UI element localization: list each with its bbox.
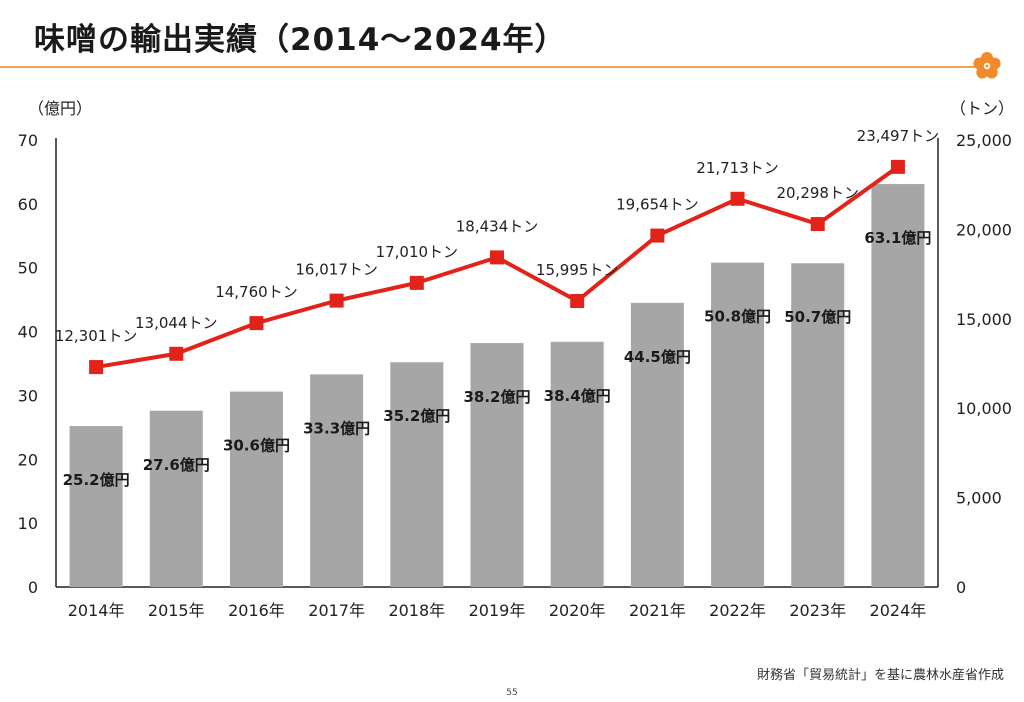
left-tick-label: 60 (18, 195, 38, 214)
line-value-label: 21,713トン (696, 159, 779, 177)
x-tick-label: 2015年 (148, 601, 205, 620)
line-value-label: 16,017トン (295, 261, 378, 279)
line-marker (810, 217, 825, 232)
line-marker (409, 275, 424, 290)
line-marker (890, 159, 905, 174)
left-tick-label: 50 (18, 259, 38, 278)
bar (69, 426, 123, 587)
line-marker (169, 346, 184, 361)
line-value-label: 18,434トン (456, 217, 539, 235)
bar (229, 391, 283, 587)
x-tick-label: 2021年 (629, 601, 686, 620)
bar-value-label: 30.6億円 (223, 437, 290, 455)
title-rule (0, 66, 985, 68)
left-tick-label: 20 (18, 450, 38, 469)
bar-value-label: 44.5億円 (624, 348, 691, 366)
bar (390, 362, 444, 587)
line-marker (730, 191, 745, 206)
line-marker (490, 250, 504, 265)
line-value-label: 17,010トン (376, 243, 459, 261)
left-tick-label: 10 (18, 514, 38, 533)
line-value-label: 14,760トン (215, 283, 298, 301)
line-value-label: 19,654トン (616, 196, 699, 214)
bar-value-label: 38.4億円 (544, 387, 611, 405)
slide-title: 味噌の輸出実績（2014～2024年） (34, 22, 567, 58)
line-marker (249, 316, 264, 331)
bar-value-label: 35.2億円 (383, 407, 450, 425)
source-note: 財務省「貿易統計」を基に農林水産省作成 (756, 668, 1004, 683)
bar (711, 262, 765, 587)
bar-value-label: 63.1億円 (864, 229, 931, 247)
bar (310, 374, 364, 587)
x-tick-label: 2018年 (388, 601, 445, 620)
x-tick-label: 2014年 (68, 601, 125, 620)
line-value-label: 12,301トン (55, 327, 138, 345)
left-tick-label: 40 (18, 323, 38, 342)
right-tick-label: 0 (956, 578, 966, 597)
line-marker (329, 293, 344, 308)
right-tick-label: 15,000 (956, 310, 1012, 329)
x-tick-label: 2016年 (228, 601, 285, 620)
right-tick-label: 5,000 (956, 489, 1002, 508)
line-marker (650, 228, 665, 243)
bar (149, 410, 203, 587)
right-axis-unit: （トン） (950, 99, 1014, 118)
line-value-label: 15,995トン (536, 261, 619, 279)
right-tick-label: 25,000 (956, 131, 1012, 150)
bar-value-label: 33.3億円 (303, 419, 370, 437)
x-tick-label: 2022年 (709, 601, 766, 620)
line-value-label: 20,298トン (776, 184, 859, 202)
x-tick-label: 2020年 (549, 601, 606, 620)
bar-value-label: 25.2億円 (63, 471, 130, 489)
bar-value-label: 27.6億円 (143, 456, 210, 474)
x-tick-label: 2024年 (870, 601, 927, 620)
right-tick-label: 10,000 (956, 399, 1012, 418)
bar (630, 302, 684, 587)
left-tick-label: 30 (18, 386, 38, 405)
bar (871, 184, 925, 587)
right-tick-label: 20,000 (956, 220, 1012, 239)
line-value-label: 23,497トン (857, 127, 940, 145)
line-marker (570, 294, 585, 309)
bar (791, 263, 845, 587)
x-tick-label: 2017年 (308, 601, 365, 620)
flower-logo-icon (973, 52, 1001, 79)
bar-value-label: 50.8億円 (704, 308, 771, 326)
x-tick-label: 2019年 (469, 601, 526, 620)
left-tick-label: 0 (28, 578, 38, 597)
bar (470, 343, 524, 587)
line-value-label: 13,044トン (135, 314, 218, 332)
line-marker (89, 360, 104, 375)
bar-value-label: 50.7億円 (784, 308, 851, 326)
page-number: 55 (506, 688, 518, 698)
bar (550, 341, 604, 587)
left-axis-unit: （億円） (28, 99, 92, 118)
x-tick-label: 2023年 (789, 601, 846, 620)
bar-value-label: 38.2億円 (463, 388, 530, 406)
left-tick-label: 70 (18, 131, 38, 150)
